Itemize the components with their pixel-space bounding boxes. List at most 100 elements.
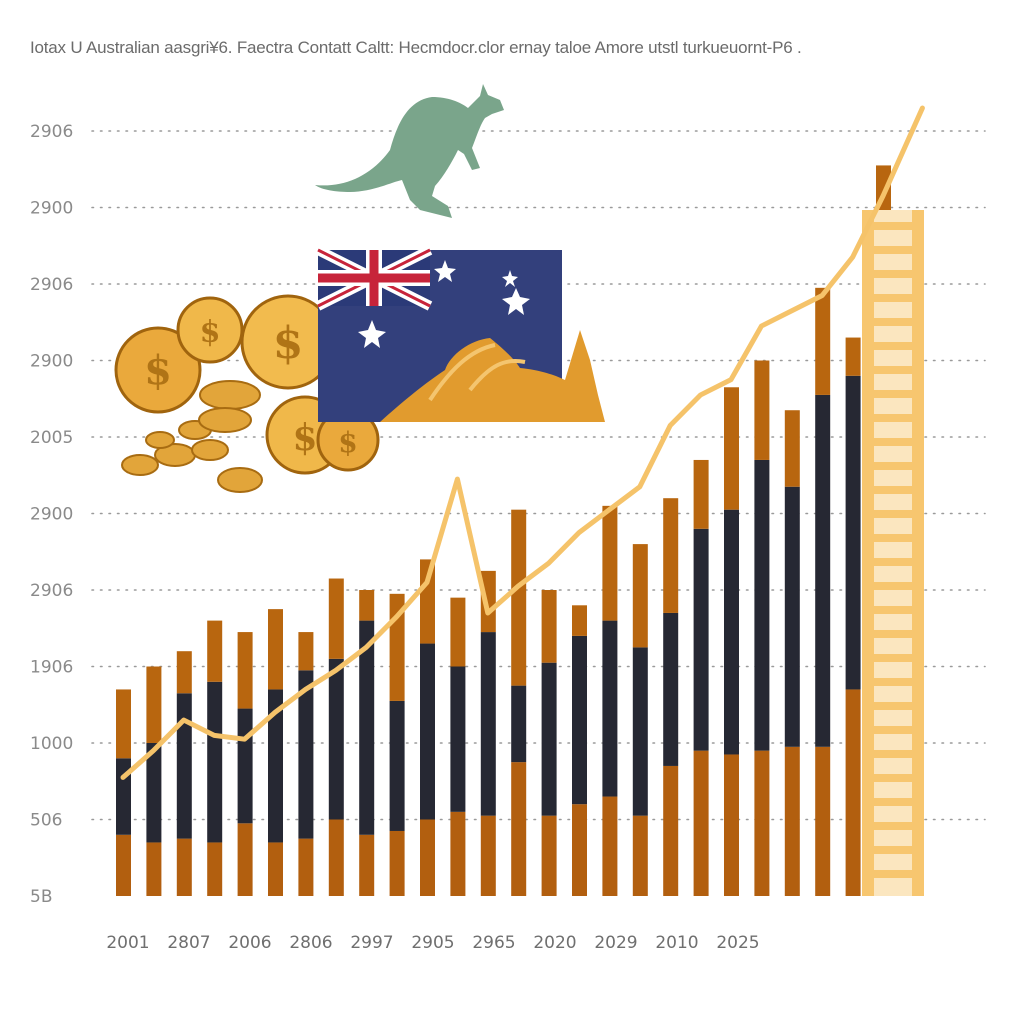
bar-segment bbox=[146, 666, 162, 743]
bar-segment bbox=[328, 819, 344, 896]
bar-segment bbox=[572, 605, 587, 636]
bar-segment bbox=[845, 689, 861, 896]
bar-segment bbox=[784, 410, 800, 487]
x-tick-label: 2001 bbox=[106, 933, 149, 953]
y-tick-label: 2906 bbox=[30, 122, 73, 142]
bar-segment bbox=[450, 811, 466, 896]
bar-segment bbox=[815, 287, 831, 395]
y-tick-label: 2906 bbox=[30, 581, 73, 601]
bar-segment bbox=[511, 762, 527, 896]
bar-segment bbox=[116, 689, 131, 759]
bar-segment bbox=[359, 620, 375, 835]
bar-segment bbox=[693, 750, 709, 896]
y-tick-label: 506 bbox=[30, 811, 62, 831]
bar-segment bbox=[268, 842, 283, 896]
bar-segment bbox=[359, 834, 375, 896]
bar-segment bbox=[845, 337, 861, 376]
bar-segment bbox=[116, 758, 131, 835]
svg-text:$: $ bbox=[273, 318, 304, 369]
svg-text:$: $ bbox=[144, 347, 172, 394]
trend-line bbox=[120, 105, 925, 780]
bar-segment bbox=[632, 544, 648, 648]
svg-text:$: $ bbox=[292, 417, 317, 459]
x-tick-label: 2010 bbox=[655, 933, 698, 953]
bar-segment bbox=[724, 387, 739, 510]
bar-segment bbox=[207, 620, 223, 682]
x-axis-ticks: 2001 2807 2006 2806 2997 2905 2965 2020 2029 2010… bbox=[106, 933, 759, 953]
bar-segment bbox=[511, 509, 527, 686]
bar-segment bbox=[693, 459, 709, 529]
bar-segment bbox=[724, 509, 739, 755]
flag-illustration bbox=[315, 245, 605, 422]
bar-segment bbox=[632, 815, 648, 896]
bar-segment bbox=[541, 590, 557, 663]
x-tick-label: 2006 bbox=[228, 933, 271, 953]
bar-segment bbox=[420, 643, 435, 820]
bar-segment bbox=[511, 685, 527, 763]
bar-segment bbox=[754, 459, 770, 751]
bar-segment bbox=[815, 746, 831, 896]
x-tick-label: 2905 bbox=[411, 933, 454, 953]
x-tick-label: 2020 bbox=[533, 933, 576, 953]
y-tick-label: 5B bbox=[30, 887, 52, 907]
bar-segment bbox=[480, 632, 496, 816]
bar-segment bbox=[176, 838, 192, 896]
y-tick-label: 2005 bbox=[30, 428, 73, 448]
bar-segment bbox=[572, 804, 587, 896]
y-tick-label: 1906 bbox=[30, 658, 73, 678]
bar-segment bbox=[389, 700, 405, 831]
bar-segment bbox=[268, 689, 283, 843]
y-tick-label: 2900 bbox=[30, 199, 73, 219]
bar-segment bbox=[754, 750, 770, 896]
bar-segment bbox=[663, 612, 679, 766]
bar-segment bbox=[146, 842, 162, 896]
bar-segment bbox=[420, 819, 435, 896]
x-tick-label: 2965 bbox=[472, 933, 515, 953]
bar-segment bbox=[632, 647, 648, 816]
x-tick-label: 2997 bbox=[350, 933, 393, 953]
bar-segment bbox=[298, 632, 314, 671]
bar-segment bbox=[268, 609, 283, 690]
y-tick-label: 2900 bbox=[30, 352, 73, 372]
y-tick-label: 1000 bbox=[30, 734, 73, 754]
bar-segment bbox=[420, 559, 435, 644]
bar-segment bbox=[724, 754, 739, 896]
bar-segment bbox=[663, 498, 679, 613]
x-tick-label: 2029 bbox=[594, 933, 637, 953]
x-tick-label: 2806 bbox=[289, 933, 332, 953]
bars bbox=[116, 165, 922, 896]
bar-segment bbox=[754, 360, 770, 460]
bar-segment bbox=[237, 708, 253, 824]
bar-segment bbox=[298, 838, 314, 896]
bar-segment bbox=[541, 815, 557, 896]
bar-segment bbox=[845, 375, 861, 690]
bar-segment bbox=[389, 830, 405, 896]
bar-segment bbox=[541, 662, 557, 816]
x-tick-label: 2025 bbox=[716, 933, 759, 953]
x-tick-label: 2807 bbox=[167, 933, 210, 953]
bar-segment bbox=[237, 823, 253, 896]
bar-segment bbox=[602, 505, 618, 621]
bar-segment bbox=[298, 670, 314, 839]
bar-segment bbox=[207, 842, 223, 896]
svg-text:$: $ bbox=[200, 315, 221, 350]
ladder-illustration bbox=[862, 210, 924, 896]
bar-segment bbox=[207, 681, 223, 843]
y-tick-label: 2906 bbox=[30, 275, 73, 295]
chart-title: Iotax U Australian aasgri¥6. Faectra Con… bbox=[30, 38, 802, 57]
bar-segment bbox=[359, 590, 375, 621]
bar-segment bbox=[237, 632, 253, 709]
bar-segment bbox=[480, 570, 496, 633]
y-axis-ticks: 5B 506 1000 1906 2906 2900 2005 2900 2906 2900 290… bbox=[30, 122, 73, 907]
bar-segment bbox=[176, 651, 192, 694]
bar-segment bbox=[815, 394, 831, 747]
bar-segment bbox=[146, 743, 162, 843]
kangaroo-illustration bbox=[315, 84, 504, 218]
bar-segment bbox=[450, 597, 466, 667]
bar-segment bbox=[176, 693, 192, 839]
bar-segment bbox=[784, 746, 800, 896]
bar-segment bbox=[602, 620, 618, 797]
bar-segment bbox=[784, 486, 800, 747]
bar-segment bbox=[602, 796, 618, 896]
